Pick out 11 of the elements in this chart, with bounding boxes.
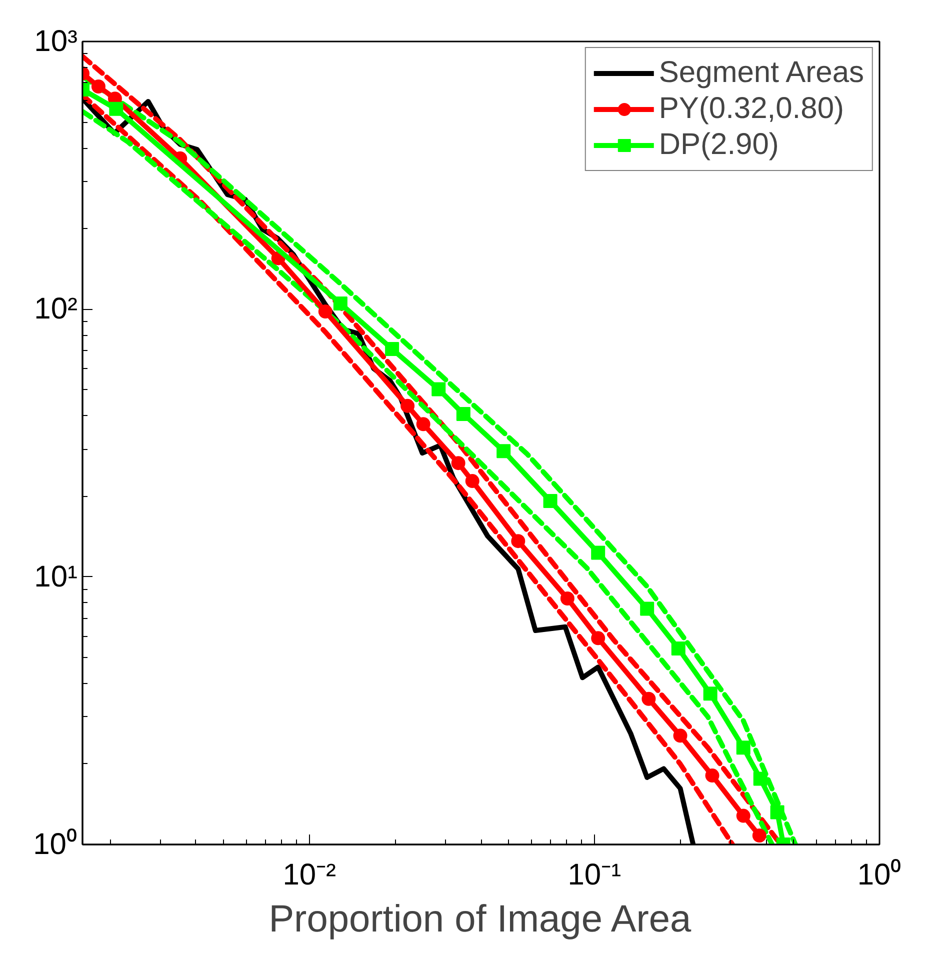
y-tick-label: 10²: [34, 292, 78, 326]
y-tick-label: 10³: [34, 25, 78, 58]
x-tick-label: 10⁻²: [282, 858, 336, 892]
legend-label: PY(0.32,0.80): [658, 92, 844, 126]
x-axis-title: Proportion of Image Area: [268, 898, 692, 940]
x-tick-label: 10⁰: [857, 858, 902, 892]
legend-label: Segment Areas: [658, 56, 864, 90]
legend-label: DP(2.90): [658, 128, 779, 162]
y-tick-label: 10⁰: [33, 828, 78, 861]
y-tick-label: 10¹: [34, 560, 78, 594]
x-tick-label: 10⁻¹: [568, 858, 622, 892]
